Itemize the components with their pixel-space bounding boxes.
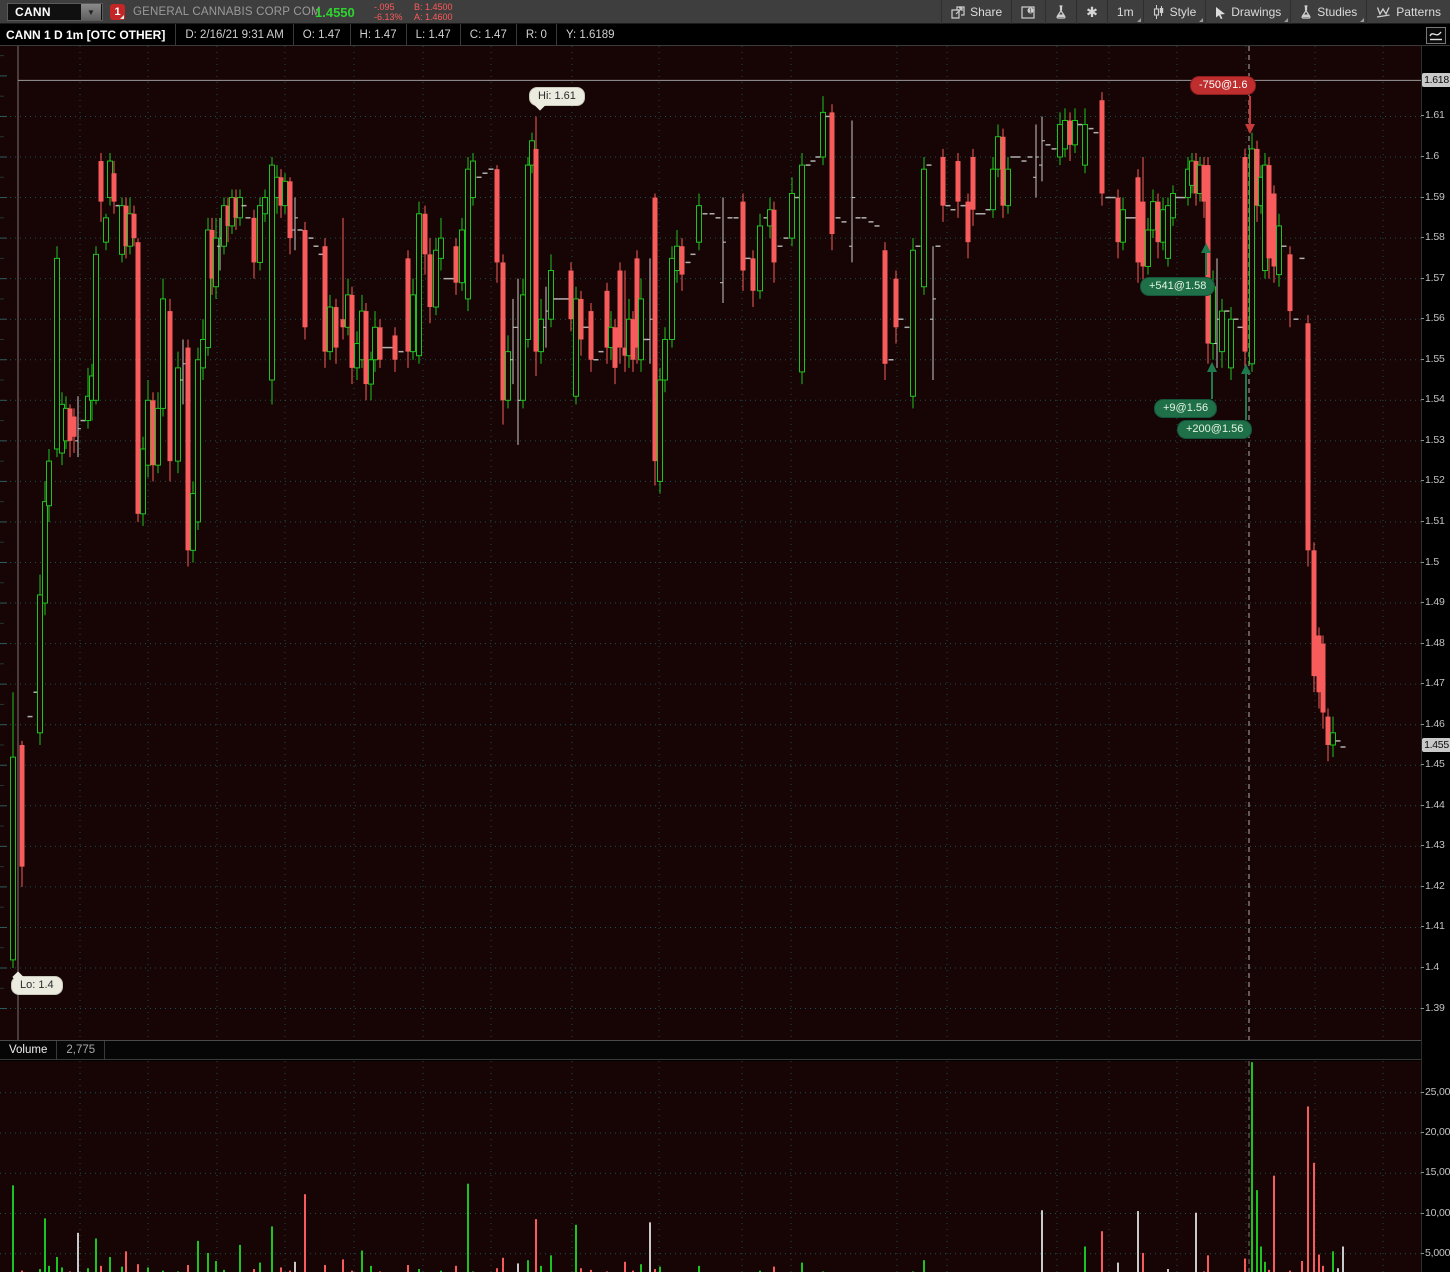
patterns-button[interactable]: Patterns — [1366, 0, 1450, 24]
volume-study-label[interactable]: Volume — [0, 1041, 58, 1059]
axis-tick-label: 1.47 — [1421, 677, 1450, 689]
axis-tick-label: 1.41 — [1421, 920, 1450, 932]
change-value: -.095 — [374, 2, 395, 12]
ohlc-cell: C: 1.47 — [459, 24, 516, 45]
low-marker: Lo: 1.4 — [11, 976, 63, 995]
svg-text:1: 1 — [1029, 8, 1032, 14]
last-price: 1.4550 — [315, 4, 355, 20]
quick-study-button[interactable] — [1045, 0, 1076, 24]
axis-tick-label: 15,000 — [1421, 1166, 1450, 1178]
ohlc-cell: R: 0 — [515, 24, 556, 45]
patterns-label: Patterns — [1396, 5, 1441, 19]
gear-icon: ✱ — [1086, 4, 1098, 20]
timeframe-button[interactable]: 1m — [1106, 0, 1143, 24]
ask-value: A: 1.4600 — [414, 12, 453, 22]
axis-tick-label: 1.57 — [1421, 272, 1450, 284]
auto-scale-icon[interactable] — [1426, 27, 1446, 44]
buy-execution-bubble-1: +541@1.58 — [1140, 277, 1216, 296]
style-button[interactable]: Style — [1142, 0, 1206, 24]
ohlc-cell: O: 1.47 — [292, 24, 350, 45]
share-button[interactable]: Share — [941, 0, 1011, 24]
axis-tick-label: 1.42 — [1421, 880, 1450, 892]
axis-tick-label: 20,000 — [1421, 1126, 1450, 1138]
volume-current-value: 2,775 — [57, 1041, 106, 1059]
axis-tick-label: 1.4 — [1421, 961, 1450, 973]
axis-tick-label: 1.54 — [1421, 393, 1450, 405]
symbol-value[interactable]: CANN — [15, 5, 51, 19]
toolbar-actions: Share 1 ✱ 1m Style Drawings — [941, 0, 1450, 24]
news-button[interactable]: 1 — [1011, 0, 1045, 24]
price-axis[interactable]: 1.618 1.455 1.61 1.6 1.59 1.58 1.57 1.56 1.55 1… — [1421, 46, 1450, 1272]
drawings-label: Drawings — [1231, 5, 1282, 19]
chart-title: CANN 1 D 1m [OTC OTHER] — [6, 27, 166, 42]
alert-badge[interactable]: 1 — [110, 4, 125, 20]
symbol-dropdown-button[interactable]: ▼ — [81, 4, 101, 20]
ohlc-cell: H: 1.47 — [349, 24, 406, 45]
studies-flask-icon — [1300, 5, 1312, 19]
axis-tick-label: 1.43 — [1421, 839, 1450, 851]
bid-ask: B: 1.4500 A: 1.4600 — [414, 2, 453, 22]
axis-tick-label: 1.55 — [1421, 353, 1450, 365]
axis-tick-label: 1.58 — [1421, 231, 1450, 243]
sell-execution-bubble: -750@1.6 — [1190, 76, 1257, 95]
axis-tick-label: 1.46 — [1421, 718, 1450, 730]
axis-tick-label: 1.48 — [1421, 637, 1450, 649]
axis-tick-label: 1.49 — [1421, 596, 1450, 608]
news-icon: 1 — [1021, 5, 1036, 19]
flask-icon — [1055, 5, 1067, 19]
axis-tick-label: 1.45 — [1421, 758, 1450, 770]
settings-button[interactable]: ✱ — [1076, 0, 1107, 24]
axis-tick-label: 5,000 — [1421, 1247, 1450, 1259]
top-toolbar: CANN ▼ 1 GENERAL CANNABIS CORP COM 1.455… — [0, 0, 1450, 24]
price-change: -.095 -6.13% — [374, 2, 403, 22]
axis-tick-label: 1.53 — [1421, 434, 1450, 446]
share-icon — [951, 5, 965, 19]
axis-tick-label: 1.5 — [1421, 556, 1450, 568]
candlestick-icon — [1153, 5, 1165, 19]
buy-execution-bubble-3: +200@1.56 — [1177, 420, 1253, 439]
change-percent: -6.13% — [374, 12, 403, 22]
axis-tick-label: 1.56 — [1421, 312, 1450, 324]
last-price-label: 1.455 — [1422, 737, 1450, 752]
studies-button[interactable]: Studies — [1290, 0, 1366, 24]
timeframe-label: 1m — [1116, 5, 1134, 19]
style-label: Style — [1169, 5, 1197, 19]
bid-value: B: 1.4500 — [414, 2, 453, 12]
volume-plot — [0, 1061, 1421, 1272]
share-label: Share — [970, 5, 1003, 19]
axis-tick-label: 1.61 — [1421, 109, 1450, 121]
symbol-input[interactable]: CANN ▼ — [7, 3, 103, 21]
axis-tick-label: 1.44 — [1421, 799, 1450, 811]
axis-tick-label: 10,000 — [1421, 1207, 1450, 1219]
axis-tick-label: 1.51 — [1421, 515, 1450, 527]
drawings-button[interactable]: Drawings — [1205, 0, 1290, 24]
price-chart-canvas[interactable]: Hi: 1.61 Lo: 1.4 -750@1.6 +541@1.58 +9@1… — [0, 46, 1421, 1040]
patterns-icon — [1376, 6, 1391, 19]
axis-tick-label: 1.52 — [1421, 474, 1450, 486]
ohlc-cell: Y: 1.6189 — [555, 24, 624, 45]
buy-execution-bubble-2: +9@1.56 — [1154, 399, 1218, 418]
reference-price-label: 1.618 — [1422, 73, 1450, 88]
high-marker: Hi: 1.61 — [529, 87, 585, 106]
axis-tick-label: 1.6 — [1421, 150, 1450, 162]
ohlc-cell: D: 2/16/21 9:31 AM — [175, 24, 292, 45]
candlestick-plot — [0, 46, 1421, 1040]
company-name: GENERAL CANNABIS CORP COM — [133, 6, 321, 18]
volume-chart-canvas[interactable] — [0, 1061, 1421, 1272]
axis-tick-label: 1.39 — [1421, 1002, 1450, 1014]
chart-header: CANN 1 D 1m [OTC OTHER] D: 2/16/21 9:31 … — [0, 24, 1450, 46]
axis-tick-label: 1.59 — [1421, 191, 1450, 203]
ohlc-readout: D: 2/16/21 9:31 AM O: 1.47 H: 1.47 L: 1.47 C… — [175, 24, 623, 45]
studies-label: Studies — [1317, 5, 1358, 19]
volume-study-header: Volume 2,775 — [0, 1040, 1421, 1060]
cursor-icon — [1215, 6, 1226, 19]
axis-tick-label: 25,000 — [1421, 1086, 1450, 1098]
ohlc-cell: L: 1.47 — [405, 24, 460, 45]
